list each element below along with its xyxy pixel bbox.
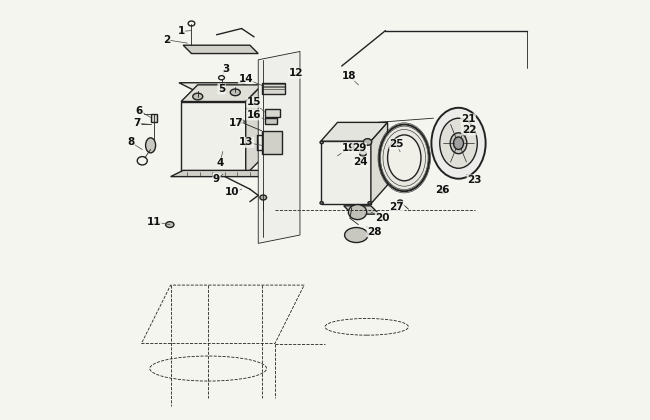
Ellipse shape (440, 118, 477, 168)
Bar (181, 102, 246, 175)
Polygon shape (344, 206, 379, 214)
Text: 6: 6 (136, 106, 143, 116)
Ellipse shape (230, 89, 240, 96)
Ellipse shape (363, 139, 372, 145)
Text: 1: 1 (177, 26, 185, 37)
Ellipse shape (260, 195, 266, 200)
Text: 13: 13 (239, 137, 254, 147)
Ellipse shape (368, 202, 371, 204)
Bar (321, 141, 371, 204)
Ellipse shape (320, 141, 323, 144)
Ellipse shape (146, 138, 155, 153)
Polygon shape (246, 85, 263, 175)
Ellipse shape (359, 151, 367, 156)
Polygon shape (179, 83, 258, 91)
Text: 23: 23 (467, 175, 482, 185)
Text: 15: 15 (247, 97, 261, 108)
Ellipse shape (320, 202, 323, 204)
Text: 12: 12 (289, 68, 303, 78)
Text: 25: 25 (389, 139, 404, 149)
Text: 5: 5 (218, 84, 225, 94)
Polygon shape (321, 122, 387, 141)
Text: 20: 20 (375, 213, 390, 223)
Polygon shape (171, 171, 279, 177)
Bar (265, 118, 277, 124)
Ellipse shape (344, 228, 368, 242)
Text: 24: 24 (353, 157, 367, 167)
Ellipse shape (398, 200, 402, 203)
Text: 11: 11 (147, 217, 161, 227)
Ellipse shape (368, 141, 371, 144)
Text: 9: 9 (213, 174, 220, 184)
Text: 7: 7 (133, 118, 141, 128)
Ellipse shape (166, 222, 174, 228)
Text: 29: 29 (352, 143, 367, 153)
Bar (151, 114, 157, 122)
Ellipse shape (440, 189, 446, 193)
Text: 22: 22 (462, 125, 476, 135)
Text: 10: 10 (225, 187, 240, 197)
Polygon shape (183, 45, 258, 53)
Text: 2: 2 (163, 35, 170, 45)
Polygon shape (371, 122, 387, 204)
Ellipse shape (193, 93, 203, 100)
Bar (265, 109, 280, 117)
Text: 18: 18 (342, 71, 356, 81)
Text: 19: 19 (342, 143, 356, 153)
Text: 16: 16 (247, 110, 261, 120)
Text: 3: 3 (222, 64, 229, 74)
Ellipse shape (348, 205, 367, 220)
Text: 4: 4 (216, 158, 224, 168)
Polygon shape (258, 52, 300, 243)
Text: 28: 28 (367, 227, 382, 237)
Polygon shape (181, 85, 263, 102)
Ellipse shape (387, 135, 421, 181)
Text: 26: 26 (436, 185, 450, 195)
Text: 17: 17 (228, 118, 243, 128)
Ellipse shape (454, 137, 463, 150)
Ellipse shape (239, 120, 244, 123)
Ellipse shape (450, 133, 467, 154)
Text: 14: 14 (239, 74, 253, 84)
Ellipse shape (379, 124, 429, 191)
Bar (261, 131, 283, 154)
Text: 21: 21 (461, 114, 475, 124)
Ellipse shape (432, 108, 486, 178)
Bar (263, 83, 285, 94)
Text: 27: 27 (389, 202, 404, 212)
Text: 8: 8 (127, 137, 135, 147)
